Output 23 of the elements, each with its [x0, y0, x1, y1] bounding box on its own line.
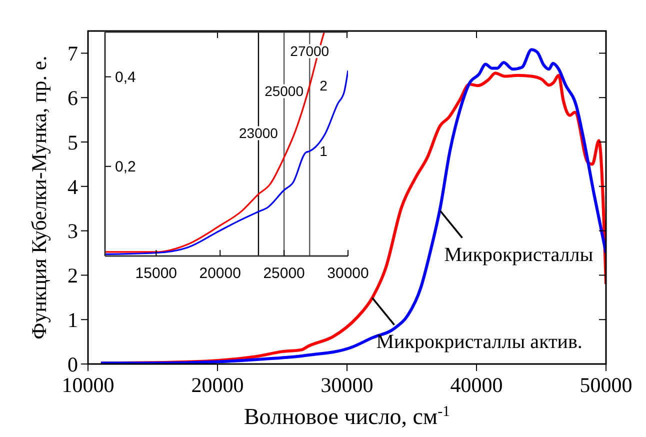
- y-tick-label: 4: [68, 174, 78, 199]
- y-tick-label: 7: [68, 42, 78, 66]
- x-tick-label: 25000: [263, 265, 305, 282]
- y-tick-label: 5: [68, 130, 78, 154]
- y-tick-label: 6: [68, 86, 78, 110]
- x-tick-label: 30000: [320, 373, 374, 397]
- y-tick-label: 0,2: [115, 158, 136, 176]
- annotation: 2: [320, 78, 328, 94]
- x-tick-label: 40000: [450, 373, 503, 397]
- x-tick-label: 50000: [580, 373, 632, 397]
- annotation: Микрокристаллы актив.: [376, 330, 582, 353]
- x-tick-label: 20000: [199, 265, 241, 282]
- annotation: 1: [320, 143, 328, 160]
- y-tick-label: 2: [68, 264, 78, 288]
- y-tick-label: 3: [68, 219, 78, 244]
- x-tick-label: 15000: [135, 265, 178, 282]
- y-tick-label: 1: [68, 308, 78, 332]
- x-tick-label: 20000: [191, 373, 244, 397]
- y-tick-label: 0,4: [115, 69, 136, 86]
- x-tick-label: 30000: [327, 265, 369, 282]
- y-axis-title: Функция Кубелки-Мунка, пр. е.: [27, 56, 51, 340]
- annotation: Микрокристаллы: [444, 244, 594, 266]
- x-axis-title: Волновое число, см$^{-1}$: [244, 404, 450, 429]
